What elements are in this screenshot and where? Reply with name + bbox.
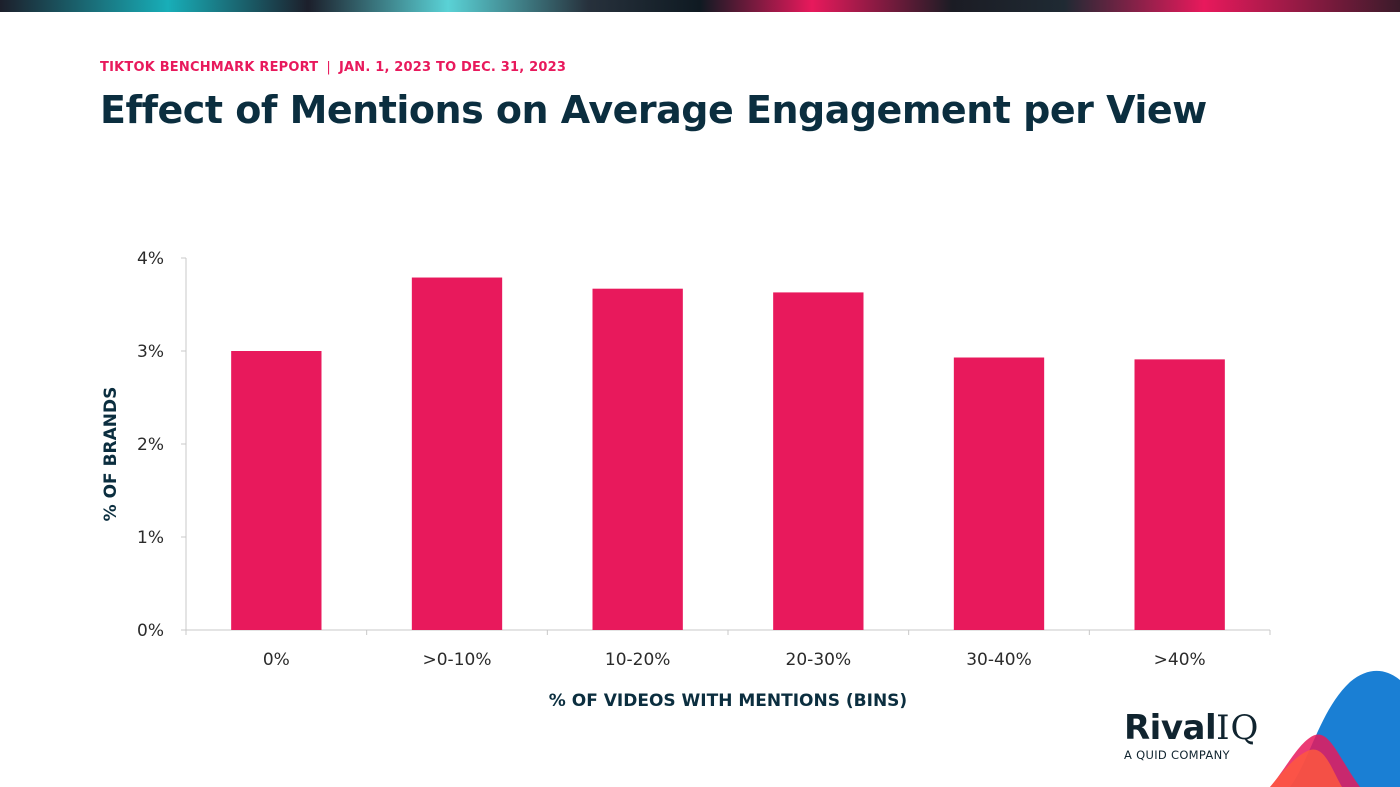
brand-name-main: Rival [1124,708,1217,748]
y-tick-label: 4% [137,249,164,269]
top-decorative-bar [0,0,1400,12]
brand-wave-graphic [1270,670,1400,787]
bar [592,288,683,630]
report-date-range: JAN. 1, 2023 TO DEC. 31, 2023 [338,60,567,75]
x-axis-title: % OF VIDEOS WITH MENTIONS (BINS) [549,691,907,711]
report-kicker: TIKTOK BENCHMARK REPORT | JAN. 1, 2023 TO … [100,60,566,75]
y-tick-label: 1% [137,528,164,548]
x-tick-label: 10-20% [605,650,671,670]
brand-name-suffix: IQ [1216,708,1260,748]
bar [1134,359,1225,630]
bars [231,277,1225,630]
y-axis: 0% 1% 2% 3% 4% [137,249,187,641]
rival-iq-logo: RivalIQ A QUID COMPANY [1124,710,1259,762]
x-tick-label: 0% [263,650,290,670]
brand-name: RivalIQ [1124,710,1259,746]
bar [773,292,864,630]
x-tick-label: >40% [1154,650,1206,670]
brand-tagline: A QUID COMPANY [1124,748,1230,762]
wave-orange-shape [1270,749,1342,787]
report-name: TIKTOK BENCHMARK REPORT [100,60,319,75]
x-tick-labels: 0% >0-10% 10-20% 20-30% 30-40% >40% [263,650,1206,670]
bar [953,357,1045,630]
x-axis [185,629,1271,635]
page-title: Effect of Mentions on Average Engagement… [100,88,1207,132]
y-axis-title: % OF BRANDS [101,387,121,522]
y-tick-label: 3% [137,342,164,362]
x-tick-label: 30-40% [966,650,1032,670]
bar [231,351,322,630]
x-tick-label: 20-30% [786,650,852,670]
y-tick-label: 0% [137,621,164,641]
x-tick-label: >0-10% [423,650,492,670]
y-tick-label: 2% [137,435,164,455]
kicker-separator: | [326,60,331,75]
bar [411,277,503,630]
